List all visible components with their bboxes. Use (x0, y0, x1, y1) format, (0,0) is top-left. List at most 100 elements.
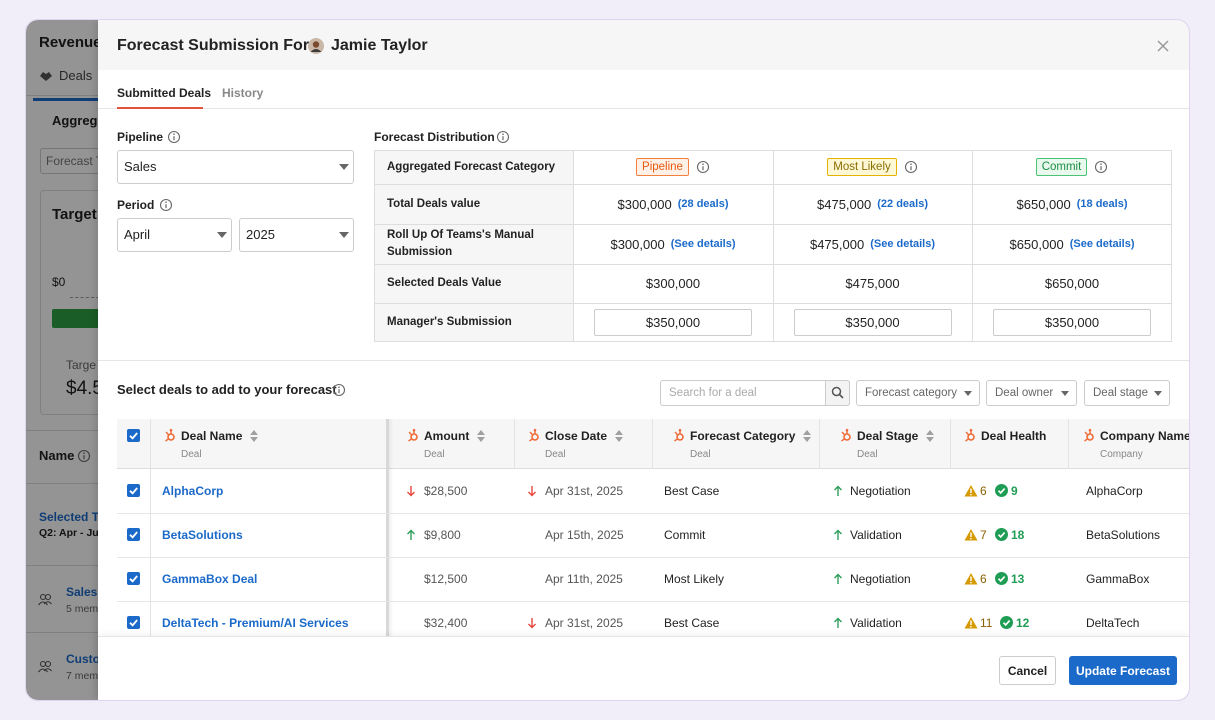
value-cell: $350,000 (972, 303, 1172, 342)
healthy-count: 13 (1011, 572, 1025, 586)
deal-name[interactable]: DeltaTech - Premium/AI Services (162, 616, 349, 630)
column-name[interactable]: Forecast Category (690, 429, 796, 443)
close-date: Apr 15th, 2025 (545, 528, 624, 542)
button-label: Cancel (1007, 663, 1048, 678)
filter-label: Deal stage (1093, 387, 1148, 399)
divider (26, 95, 126, 96)
deals-icon (40, 72, 52, 81)
column-name[interactable]: Close Date (545, 429, 608, 443)
value-cell: $475,000 (22 deals) (773, 184, 972, 224)
column-name[interactable]: Deal Stage (857, 429, 919, 443)
details-link[interactable]: (22 deals) (877, 198, 928, 210)
healthy-icon (995, 484, 1008, 497)
healthy-icon (995, 528, 1008, 541)
month-select[interactable] (117, 218, 232, 252)
deal-value: $300,000 (617, 196, 672, 212)
warning-icon (964, 529, 978, 541)
submission-input[interactable]: $350,000 (594, 309, 752, 336)
close-button[interactable] (1157, 40, 1169, 52)
header-cell: Commit (972, 150, 1172, 184)
deal-stage: Validation (850, 528, 902, 542)
sort-icon[interactable] (615, 430, 623, 442)
update-button[interactable]: Update Forecast (1069, 656, 1177, 685)
deal-name[interactable]: BetaSolutions (162, 528, 243, 542)
year-select[interactable] (239, 218, 354, 252)
column-name[interactable]: Deal Name (181, 429, 243, 443)
info-icon (696, 160, 710, 174)
card-title: Target (52, 206, 97, 223)
user-name: Jamie Taylor (331, 37, 428, 54)
submission-input[interactable]: $350,000 (793, 309, 952, 336)
healthy-icon (1000, 616, 1013, 629)
target-value: $4.5 (66, 378, 103, 399)
details-link[interactable]: (See details) (870, 238, 936, 250)
sticky-edge (386, 419, 389, 636)
search-button[interactable] (825, 380, 850, 406)
sort-icon[interactable] (477, 430, 485, 442)
details-link[interactable]: (28 deals) (677, 198, 729, 210)
axis-start: $0 (52, 275, 66, 289)
section-title: Select deals to add to your forecast (117, 382, 337, 397)
team-name: Custo (66, 652, 100, 666)
value-cell: $475,000 (See details) (773, 224, 972, 264)
trend-arrow (834, 485, 842, 496)
forecast-category: Commit (664, 528, 706, 542)
column-sub: Deal (690, 449, 711, 460)
filter-text: Forecast T (46, 154, 104, 168)
trend-arrow (407, 486, 415, 497)
hubspot-icon (674, 428, 684, 442)
info-icon (167, 130, 181, 144)
row-checkbox[interactable] (127, 528, 140, 541)
column-sub: Company (1100, 449, 1143, 460)
details-link[interactable]: (See details) (670, 238, 736, 250)
tab[interactable]: History (222, 86, 264, 100)
company-name: DeltaTech (1086, 616, 1140, 630)
sort-icon[interactable] (803, 430, 811, 442)
row-label: Selected Deals Value (387, 277, 502, 289)
modal-header (98, 20, 1189, 70)
deal-name[interactable]: GammaBox Deal (162, 572, 258, 586)
filter-label: Deal owner (995, 387, 1054, 399)
input-value: $350,000 (645, 315, 701, 330)
deal-stage: Negotiation (850, 572, 911, 586)
row-label: Total Deals value (387, 197, 481, 210)
sort-icon[interactable] (250, 430, 258, 442)
filter-dropdown[interactable] (986, 380, 1077, 406)
deal-value: $475,000 (809, 236, 865, 252)
filter-dropdown[interactable] (1084, 380, 1170, 406)
row-checkbox[interactable] (127, 572, 140, 585)
submission-input[interactable]: $350,000 (993, 309, 1151, 336)
header-checkbox[interactable] (127, 429, 140, 442)
cancel-button[interactable]: Cancel (999, 656, 1056, 685)
details-link[interactable]: (See details) (1069, 238, 1135, 250)
forecast-category: Best Case (664, 484, 720, 498)
deal-name[interactable]: AlphaCorp (162, 484, 224, 498)
filter-label: Forecast category (865, 387, 958, 399)
value-cell: $475,000 (773, 264, 972, 303)
amount: $9,800 (424, 528, 461, 542)
selected-team: Selected Te (39, 510, 105, 524)
trend-arrow (407, 529, 415, 540)
trend-arrow (528, 486, 536, 497)
value-cell: $350,000 (773, 303, 972, 342)
info-icon (904, 160, 917, 174)
pipeline-select[interactable] (117, 150, 354, 184)
sort-icon[interactable] (926, 430, 934, 442)
select-value: Sales (124, 159, 157, 174)
hubspot-icon (165, 428, 175, 442)
progress-bar (52, 309, 112, 328)
table-header (117, 419, 1189, 469)
col-line (972, 150, 973, 342)
details-link[interactable]: (18 deals) (1076, 198, 1128, 210)
filter-dropdown[interactable] (856, 380, 980, 406)
warning-count: 11 (980, 616, 993, 630)
input-value: $350,000 (1044, 315, 1100, 330)
column-name: Company Name (1100, 429, 1191, 443)
row-checkbox[interactable] (127, 484, 140, 497)
column-name[interactable]: Amount (424, 429, 470, 443)
header-label: Aggregated Forecast Category (387, 161, 556, 173)
tab[interactable]: Submitted Deals (117, 86, 212, 100)
col-line (514, 419, 515, 469)
row-checkbox[interactable] (127, 616, 140, 629)
deal-stage: Negotiation (850, 484, 911, 498)
